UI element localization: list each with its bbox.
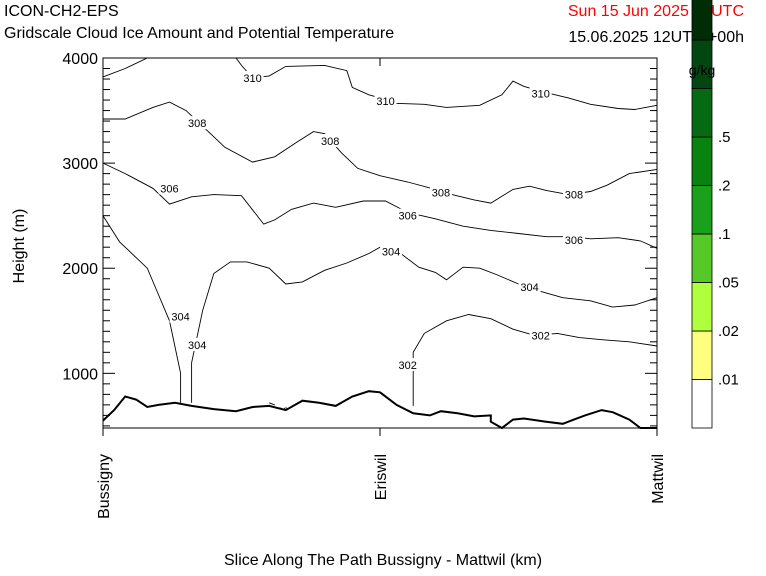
colorbar-label: .1 <box>718 226 731 243</box>
colorbar-segment <box>691 185 713 235</box>
colorbar-label: .5 <box>718 129 731 146</box>
contour-label-bg <box>396 357 419 371</box>
contour-label: 306 <box>160 183 178 195</box>
contour-label-bg <box>562 232 585 246</box>
colorbar-label: .2 <box>718 178 731 195</box>
theta-contour-302 <box>412 314 658 406</box>
colorbar: .01 .02 .05 .1 .2 .5 <box>691 0 739 429</box>
contour-label-bg <box>529 86 552 100</box>
chart-subtitle: Gridscale Cloud Ice Amount and Potential… <box>4 25 395 42</box>
colorbar-label: .02 <box>718 323 739 340</box>
contour-label-bg <box>241 70 264 84</box>
contour-label: 310 <box>243 73 261 85</box>
colorbar-segment <box>691 233 713 283</box>
colorbar-segment <box>691 136 713 186</box>
model-name: ICON-CH2-EPS <box>4 3 119 20</box>
colorbar-label: .05 <box>718 275 739 292</box>
colorbar-label: .01 <box>718 372 739 389</box>
contour-label-bg <box>169 309 192 323</box>
contour-label-bg <box>518 280 541 294</box>
colorbar-segment <box>691 282 713 332</box>
contour-label: 310 <box>376 96 394 108</box>
contour-label: 308 <box>321 136 339 148</box>
terrain-layer <box>102 390 657 430</box>
contour-label: 310 <box>531 89 549 101</box>
x-tick-label: Bussigny <box>96 454 113 519</box>
y-tick-label: 2000 <box>62 261 98 278</box>
contour-label: 302 <box>531 331 549 343</box>
contour-label-bg <box>429 185 452 199</box>
contour-label-bg <box>562 187 585 201</box>
colorbar-segment <box>691 0 713 41</box>
theta-contour-304 <box>191 246 658 403</box>
terrain-fill <box>103 391 657 428</box>
contour-label-bg <box>396 208 419 222</box>
contour-label: 304 <box>171 312 189 324</box>
x-tick-label: Eriswil <box>373 454 390 500</box>
contour-label: 308 <box>432 188 450 200</box>
y-tick-label: 3000 <box>62 156 98 173</box>
axis-layer: 1000 2000 3000 4000 Bussigny Eriswil Mattwil <box>62 51 667 519</box>
contour-label-bg <box>374 94 397 108</box>
colorbar-unit: g/kg <box>689 62 715 78</box>
y-tick-label: 1000 <box>62 366 98 383</box>
contour-label: 308 <box>188 118 206 130</box>
x-axis-label: Slice Along The Path Bussigny - Mattwil … <box>223 552 543 569</box>
contour-label-bg <box>319 134 342 148</box>
contour-label: 302 <box>399 360 417 372</box>
colorbar-segment <box>691 379 713 429</box>
contour-label-bg <box>186 116 209 130</box>
colorbar-segment <box>691 88 713 138</box>
contour-label-bg <box>158 181 181 195</box>
colorbar-segment <box>691 330 713 380</box>
contour-label: 308 <box>565 190 583 202</box>
y-tick-label: 4000 <box>62 51 98 68</box>
contour-label-bg <box>380 244 403 258</box>
contour-label: 304 <box>382 246 400 258</box>
contour-layer: 310 310 310 308 308 308 308 306 306 306 304 304 304 3… <box>102 57 658 418</box>
contour-label: 304 <box>520 282 538 294</box>
contour-label: 304 <box>188 340 206 352</box>
contour-label-bg <box>186 337 209 351</box>
theta-contour-304 <box>102 215 182 403</box>
terrain-line <box>102 390 657 430</box>
y-axis-label: Height (m) <box>11 209 28 284</box>
contour-label: 306 <box>565 235 583 247</box>
x-tick-label: Mattwil <box>650 454 667 504</box>
contour-label: 306 <box>399 211 417 223</box>
contour-label-bg <box>529 328 552 342</box>
